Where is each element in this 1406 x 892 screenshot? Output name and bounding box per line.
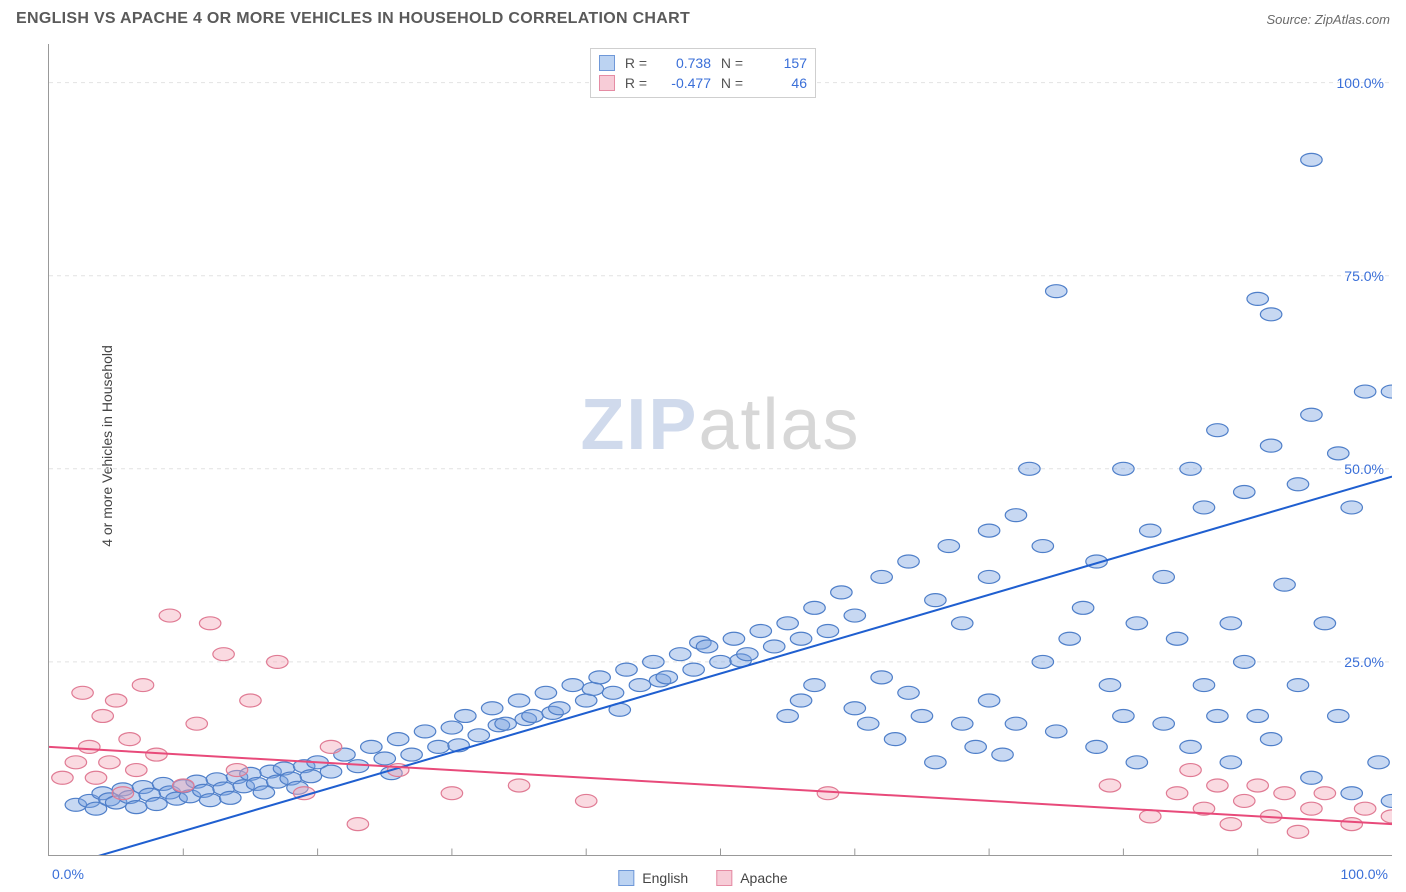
stats-row: R = -0.477 N = 46 [599, 73, 807, 93]
r-label: R = [623, 73, 647, 93]
y-tick-label: 50.0% [1344, 461, 1384, 477]
y-tick-label: 75.0% [1344, 268, 1384, 284]
legend-item: Apache [716, 870, 787, 886]
y-tick-label: 25.0% [1344, 654, 1384, 670]
x-tick-100: 100.0% [1341, 866, 1388, 882]
r-value: -0.477 [655, 73, 711, 93]
legend-label: Apache [740, 870, 787, 886]
chart-header: ENGLISH VS APACHE 4 OR MORE VEHICLES IN … [0, 0, 1406, 38]
source-attribution: Source: ZipAtlas.com [1266, 12, 1390, 27]
x-tick-0: 0.0% [52, 866, 84, 882]
plot-area: ZIPatlas 25.0%50.0%75.0%100.0% [48, 44, 1392, 856]
stats-row: R = 0.738 N = 157 [599, 53, 807, 73]
legend-label: English [642, 870, 688, 886]
legend-swatch [618, 870, 634, 886]
n-value: 46 [751, 73, 807, 93]
n-value: 157 [751, 53, 807, 73]
n-label: N = [719, 53, 743, 73]
n-label: N = [719, 73, 743, 93]
legend-swatch [599, 55, 615, 71]
correlation-stats-legend: R = 0.738 N = 157 R = -0.477 N = 46 [590, 48, 816, 98]
series-legend: English Apache [618, 870, 787, 886]
legend-swatch [716, 870, 732, 886]
scatter-plot-svg [49, 44, 1392, 855]
r-value: 0.738 [655, 53, 711, 73]
chart-title: ENGLISH VS APACHE 4 OR MORE VEHICLES IN … [16, 10, 690, 28]
y-tick-label: 100.0% [1337, 75, 1384, 91]
legend-item: English [618, 870, 688, 886]
r-label: R = [623, 53, 647, 73]
legend-swatch [599, 75, 615, 91]
